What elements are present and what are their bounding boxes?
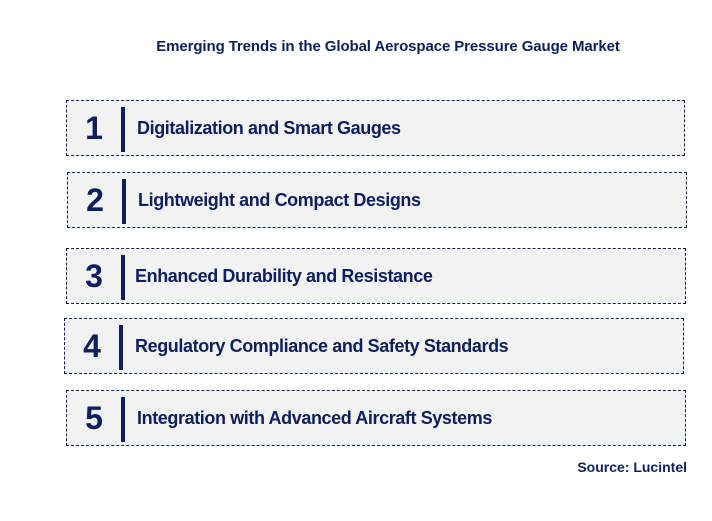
divider-bar (119, 325, 123, 370)
trend-number: 3 (85, 257, 103, 294)
trend-label: Integration with Advanced Aircraft Syste… (137, 407, 492, 428)
trend-label: Lightweight and Compact Designs (138, 189, 421, 210)
trend-number: 4 (83, 327, 101, 364)
trend-label: Enhanced Durability and Resistance (135, 265, 433, 286)
diagram-title: Emerging Trends in the Global Aerospace … (156, 38, 620, 55)
divider-bar (121, 397, 125, 442)
trend-item-2: 2 Lightweight and Compact Designs (67, 172, 687, 228)
divider-bar (122, 179, 126, 224)
trend-item-4: 4 Regulatory Compliance and Safety Stand… (64, 318, 684, 374)
trend-item-1: 1 Digitalization and Smart Gauges (66, 100, 685, 156)
source-credit: Source: Lucintel (577, 459, 687, 475)
trend-label: Regulatory Compliance and Safety Standar… (135, 335, 509, 356)
trend-number: 5 (85, 399, 103, 436)
trend-item-3: 3 Enhanced Durability and Resistance (66, 248, 686, 304)
trend-label: Digitalization and Smart Gauges (137, 117, 401, 138)
trend-number: 2 (86, 181, 104, 218)
trend-item-5: 5 Integration with Advanced Aircraft Sys… (66, 390, 686, 446)
trend-number: 1 (85, 109, 103, 146)
divider-bar (121, 255, 125, 300)
divider-bar (121, 107, 125, 152)
